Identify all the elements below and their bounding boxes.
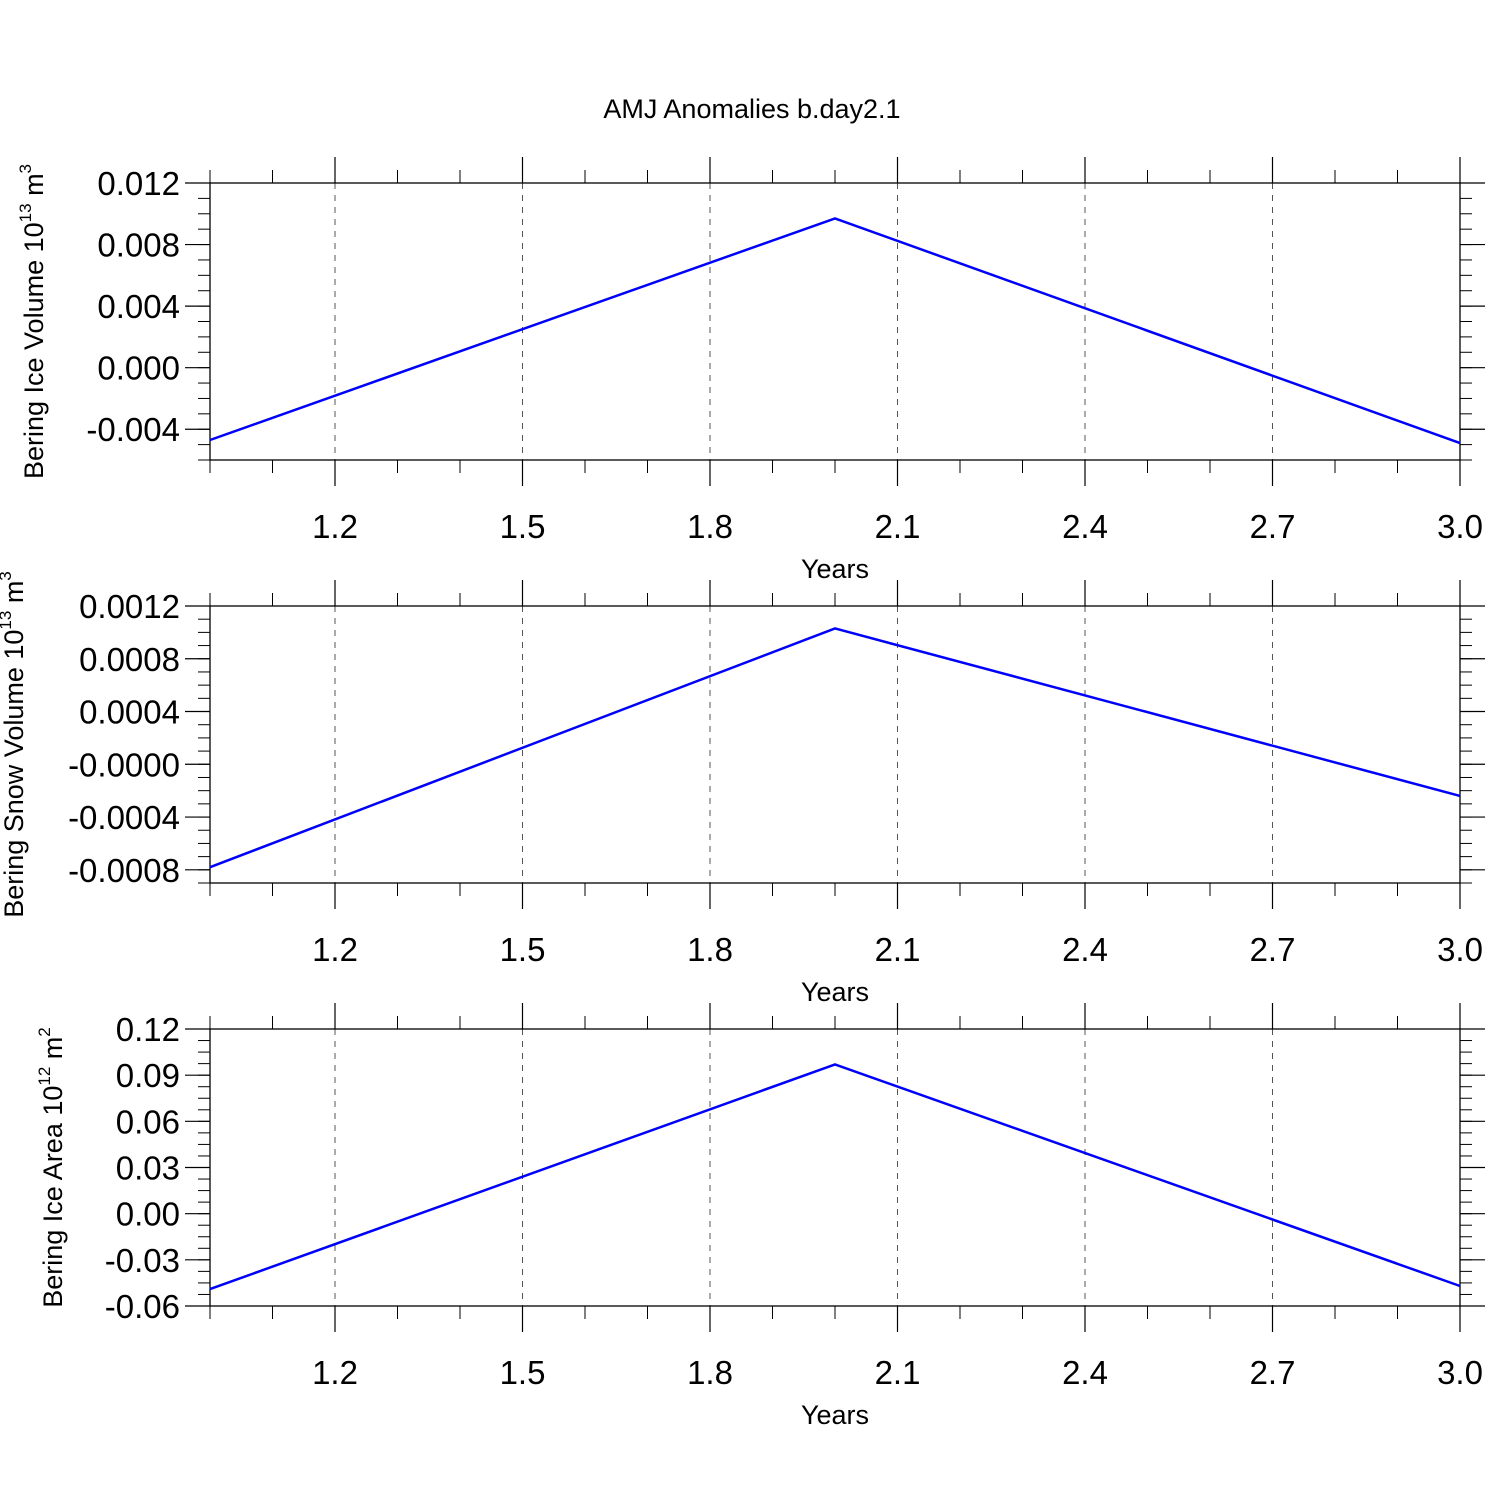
- y-axis-label: Bering Ice Area 1012 m2: [35, 1027, 68, 1308]
- x-axis-label: Years: [801, 977, 869, 1007]
- y-axis-label: Bering Ice Volume 1013 m3: [16, 164, 49, 479]
- y-tick-label: -0.06: [105, 1288, 180, 1325]
- y-tick-label: -0.03: [105, 1242, 180, 1279]
- x-tick-label: 1.8: [687, 931, 733, 968]
- y-tick-label: 0.012: [97, 165, 180, 202]
- y-tick-label: 0.03: [116, 1150, 180, 1187]
- x-axis-label: Years: [801, 554, 869, 584]
- x-tick-label: 1.8: [687, 1354, 733, 1391]
- chart-title: AMJ Anomalies b.day2.1: [603, 94, 900, 124]
- x-tick-label: 1.5: [500, 931, 546, 968]
- x-tick-label: 2.1: [875, 931, 921, 968]
- x-tick-label: 2.1: [875, 1354, 921, 1391]
- panel-1: 0.012 0.008 0.004 0.000 -0.004 1.2 1.5 1.8 2.1 2.…: [16, 157, 1485, 584]
- y-axis-label: Bering Snow Volume 1013 m3: [0, 571, 29, 918]
- x-tick-label: 2.1: [875, 508, 921, 545]
- y-tick-label: 0.12: [116, 1011, 180, 1048]
- y-tick-label: 0.09: [116, 1057, 180, 1094]
- x-tick-label: 3.0: [1437, 1354, 1483, 1391]
- x-tick-label: 1.2: [312, 931, 358, 968]
- x-tick-label: 1.8: [687, 508, 733, 545]
- y-tick-label: 0.0012: [79, 588, 180, 625]
- y-tick-label: -0.0004: [68, 799, 180, 836]
- y-tick-label: 0.00: [116, 1196, 180, 1233]
- y-tick-label: -0.004: [86, 411, 180, 448]
- x-axis-label: Years: [801, 1400, 869, 1430]
- x-tick-label: 2.7: [1250, 931, 1296, 968]
- series-line: [209, 627, 1461, 869]
- x-tick-label: 2.7: [1250, 1354, 1296, 1391]
- x-tick-label: 3.0: [1437, 508, 1483, 545]
- x-tick-label: 2.4: [1062, 1354, 1108, 1391]
- panel-2: 0.0012 0.0008 0.0004 -0.0000 -0.0004 -0.0008 1…: [0, 571, 1485, 1007]
- x-tick-label: 1.2: [312, 508, 358, 545]
- panel-3: 0.12 0.09 0.06 0.03 0.00 -0.03 -0.06 1.2 1.5 1.8 2…: [35, 1003, 1485, 1430]
- y-tick-label: 0.0008: [79, 641, 180, 678]
- x-tick-label: 3.0: [1437, 931, 1483, 968]
- series-line: [209, 1063, 1461, 1291]
- x-tick-label: 1.5: [500, 1354, 546, 1391]
- x-tick-label: 1.5: [500, 508, 546, 545]
- x-tick-label: 2.7: [1250, 508, 1296, 545]
- x-tick-label: 2.4: [1062, 508, 1108, 545]
- y-tick-label: -0.0000: [68, 746, 180, 783]
- y-tick-label: -0.0008: [68, 852, 180, 889]
- x-tick-label: 1.2: [312, 1354, 358, 1391]
- y-tick-label: 0.008: [97, 227, 180, 264]
- y-tick-label: 0.004: [97, 288, 180, 325]
- y-tick-label: 0.06: [116, 1103, 180, 1140]
- y-tick-label: 0.000: [97, 350, 180, 387]
- y-tick-label: 0.0004: [79, 694, 180, 731]
- x-tick-label: 2.4: [1062, 931, 1108, 968]
- series-line: [209, 217, 1461, 445]
